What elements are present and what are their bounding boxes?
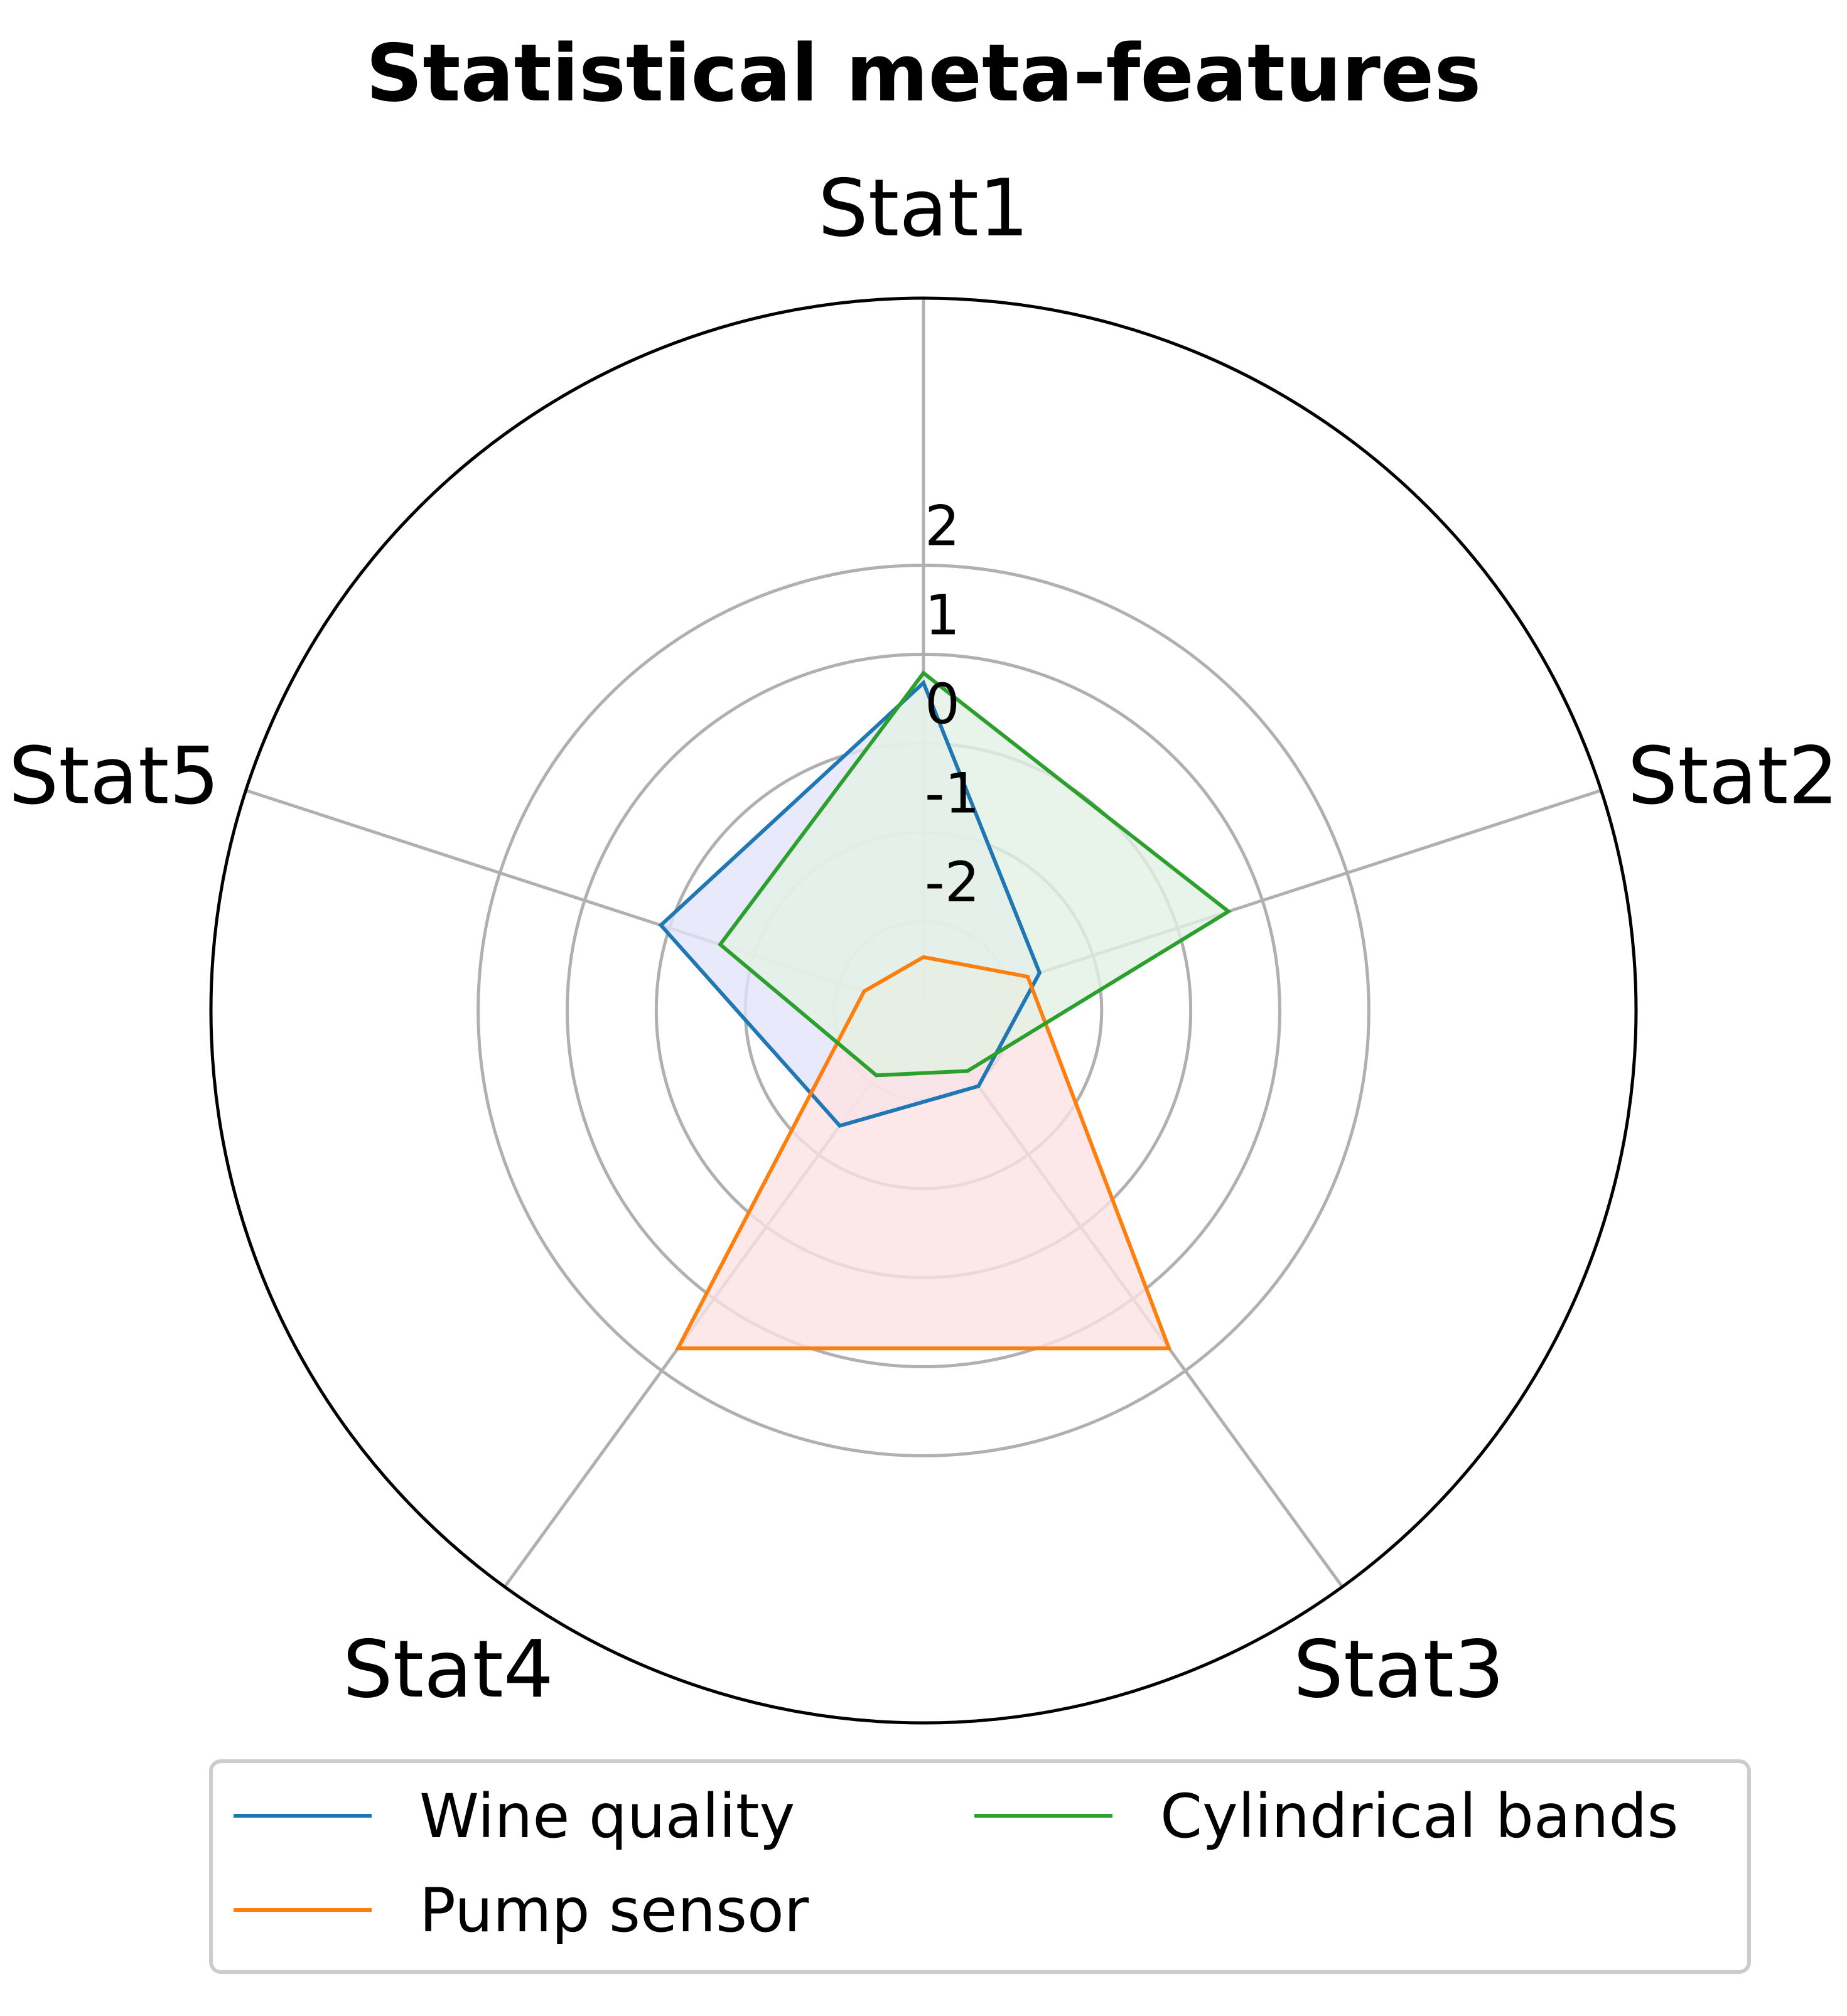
outer-frame: [209, 296, 1638, 1725]
axis-label-stat4: Stat4: [343, 1623, 554, 1715]
legend-label-wine-quality: Wine quality: [419, 1781, 795, 1852]
data-point-pump-sensor-stat5: [863, 990, 866, 993]
data-point-cylindrical-bands-stat1: [922, 672, 925, 675]
data-point-wine-quality-stat2: [1038, 971, 1041, 974]
data-point-pump-sensor-stat1: [922, 955, 925, 958]
data-point-cylindrical-bands-stat5: [719, 943, 722, 946]
data-point-wine-quality-stat1: [922, 681, 925, 684]
axis-label-stat2: Stat2: [1627, 729, 1838, 822]
series-line-cylindrical-bands: [718, 670, 1232, 1078]
series-line-wine-quality: [658, 679, 1042, 1129]
axis-label-stat5: Stat5: [8, 729, 219, 822]
legend-label-cylindrical-bands: Cylindrical bands: [1160, 1781, 1678, 1852]
series-fill-pump-sensor: [677, 957, 1170, 1349]
radial-tick-label: 1: [925, 583, 960, 648]
data-point-wine-quality-stat5: [659, 924, 662, 927]
legend: Wine quality Pump sensor Cylindrical bands: [209, 1759, 1751, 1974]
series-fill-cylindrical-bands: [720, 673, 1229, 1076]
chart-title: Statistical meta-features: [366, 27, 1482, 119]
axis-label-stat1: Stat1: [818, 162, 1029, 254]
data-point-wine-quality-stat3: [977, 1085, 980, 1088]
series-lines: [658, 670, 1232, 1351]
series-fills: [660, 673, 1229, 1349]
data-point-wine-quality-stat4: [838, 1124, 841, 1127]
data-point-pump-sensor-stat3: [1168, 1347, 1171, 1350]
radial-tick-label: 0: [925, 672, 960, 736]
legend-label-pump-sensor: Pump sensor: [419, 1875, 809, 1946]
legend-box: [209, 1759, 1751, 1974]
radial-tick-label: -2: [925, 850, 980, 914]
data-point-pump-sensor-stat2: [1026, 975, 1029, 979]
data-point-cylindrical-bands-stat2: [1227, 910, 1230, 913]
axis-labels: -2 -1 0 1 2 Stat1 Stat2 Stat3 Stat4 Stat5: [8, 162, 1838, 1715]
axis-label-stat3: Stat3: [1293, 1623, 1504, 1715]
data-point-cylindrical-bands-stat3: [966, 1070, 969, 1073]
data-point-pump-sensor-stat4: [676, 1347, 679, 1350]
radial-tick-label: -1: [925, 761, 980, 825]
series-line-pump-sensor: [674, 955, 1172, 1351]
radial-tick-label: 2: [925, 494, 960, 559]
data-point-cylindrical-bands-stat4: [875, 1074, 878, 1077]
